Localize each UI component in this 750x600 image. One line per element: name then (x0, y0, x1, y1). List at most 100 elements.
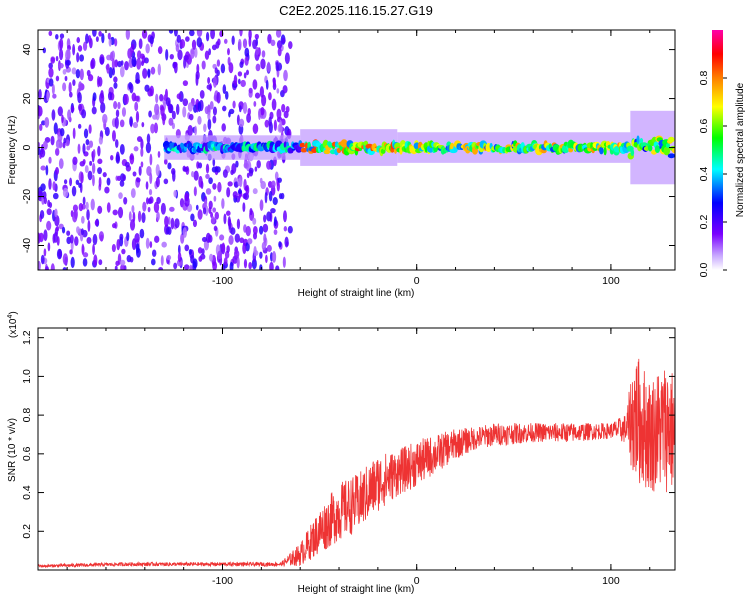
heatmap-cell (72, 127, 76, 140)
heatmap-cell (244, 56, 249, 66)
x-tick-label: -100 (212, 275, 233, 287)
heatmap-cell (155, 164, 160, 177)
heatmap-cell (184, 196, 190, 207)
heatmap-cell (145, 142, 152, 154)
heatmap-cell (266, 211, 272, 222)
heatmap-cell (267, 180, 273, 188)
heatmap-cell (115, 109, 120, 118)
snr-multiplier: (x104) (7, 311, 19, 338)
heatmap-cell (283, 210, 287, 223)
heatmap-cell (205, 232, 211, 243)
heatmap-cell (82, 252, 89, 258)
heatmap-cell (92, 233, 98, 246)
heatmap-cell (273, 119, 277, 132)
heatmap-cell (268, 116, 272, 127)
heatmap-cell (163, 178, 169, 185)
heatmap-cell (114, 116, 119, 129)
heatmap-cell (252, 217, 257, 225)
heatmap-cell (275, 61, 279, 72)
heatmap-cell (173, 262, 178, 270)
heatmap-cell (163, 158, 168, 165)
heatmap-cell (111, 223, 117, 229)
heatmap-cell (50, 263, 55, 270)
heatmap-cell (191, 39, 197, 50)
heatmap-cell (231, 35, 235, 46)
heatmap-cell (43, 229, 48, 242)
heatmap-cell (193, 186, 197, 197)
heatmap-cell (221, 198, 225, 209)
heatmap-cell (205, 173, 210, 179)
heatmap-cell (63, 179, 68, 185)
heatmap-cell (277, 47, 282, 57)
heatmap-cell (160, 202, 166, 215)
heatmap-cell (116, 238, 121, 251)
heatmap-cell (270, 39, 276, 47)
heatmap-cell (149, 241, 153, 249)
heatmap-cell (46, 91, 50, 102)
heatmap-cell (223, 213, 227, 225)
heatmap-cell (104, 186, 110, 194)
heatmap-cell (239, 30, 243, 37)
heatmap-cell (52, 93, 57, 99)
heatmap-cell (53, 122, 58, 135)
heatmap-cell (207, 118, 212, 131)
heatmap-cell (140, 161, 144, 168)
heatmap-cell (175, 103, 180, 115)
heatmap-cell (157, 46, 163, 55)
heatmap-cell (193, 170, 199, 181)
y-tick-label: 40 (21, 44, 33, 56)
heatmap-cell (196, 30, 203, 38)
heatmap-cell (232, 191, 238, 199)
heatmap-cell (271, 98, 277, 111)
heatmap-cell (52, 192, 59, 200)
heatmap-cell (129, 116, 133, 127)
heatmap-y-axis-label: Frequency (Hz) (7, 116, 18, 185)
heatmap-cell (90, 59, 94, 70)
heatmap-cell (237, 71, 243, 77)
heatmap-cell (99, 92, 105, 104)
heatmap-cell (66, 230, 71, 236)
heatmap-cell (276, 88, 280, 94)
heatmap-cell (135, 72, 140, 84)
heatmap-cell (189, 113, 194, 121)
heatmap-cell (167, 162, 172, 170)
heatmap-cell (42, 140, 48, 150)
heatmap-cell (212, 207, 217, 213)
heatmap-cell (132, 171, 137, 177)
heatmap-cell (174, 218, 180, 229)
y-tick-label: 20 (21, 93, 33, 105)
heatmap-cell (114, 59, 119, 68)
heatmap-cell (248, 87, 253, 94)
heatmap-cell (169, 206, 175, 212)
heatmap-cell (207, 76, 211, 85)
heatmap-cell (212, 183, 217, 190)
heatmap-cell (213, 225, 218, 232)
heatmap-cell (247, 107, 251, 116)
heatmap-cell (82, 196, 86, 205)
x-tick-label: 100 (602, 575, 620, 587)
heatmap-cell (92, 92, 97, 102)
heatmap-cell (156, 196, 161, 204)
heatmap-cell (131, 43, 135, 50)
heatmap-cell (137, 210, 142, 223)
heatmap-cell (204, 106, 209, 115)
heatmap-cell (252, 123, 259, 134)
heatmap-cell (211, 166, 217, 173)
heatmap-cell (86, 145, 91, 151)
heatmap-cell (48, 178, 52, 190)
heatmap-cell (145, 43, 150, 54)
heatmap-cell (70, 105, 75, 113)
heatmap-cell (238, 105, 242, 113)
heatmap-cell (38, 147, 41, 156)
heatmap-cell (254, 92, 261, 99)
heatmap-cell (254, 166, 258, 172)
heatmap-cell (102, 113, 108, 125)
heatmap-cell (205, 188, 212, 195)
heatmap-cell (72, 44, 76, 56)
heatmap-cell (209, 101, 214, 110)
heatmap-cell (222, 84, 227, 95)
heatmap-cell (107, 91, 113, 101)
heatmap-cell (39, 209, 45, 220)
heatmap-cell (217, 38, 221, 46)
heatmap-cell (48, 156, 52, 164)
